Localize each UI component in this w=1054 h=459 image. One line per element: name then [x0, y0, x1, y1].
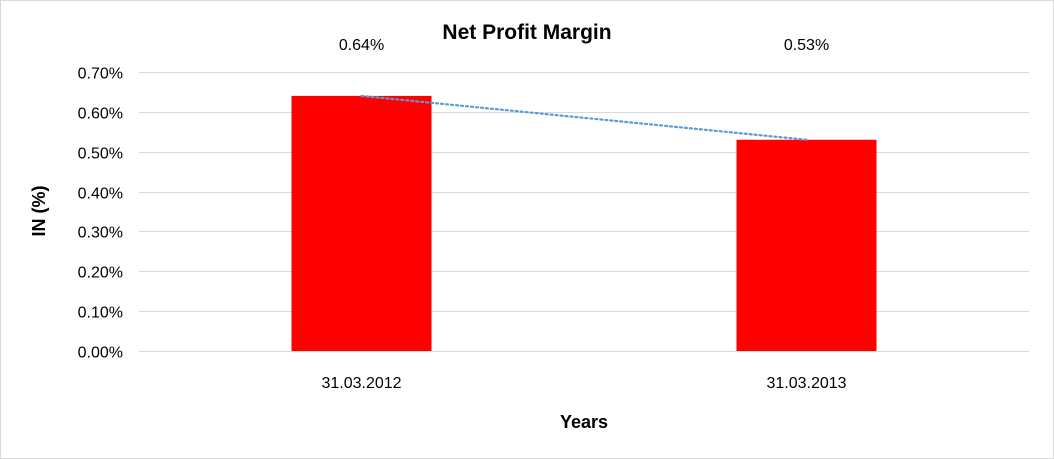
data-label: 0.53% — [784, 37, 829, 54]
y-tick-label: 0.50% — [78, 146, 123, 163]
bars — [291, 95, 877, 352]
y-tick-label: 0.00% — [78, 345, 123, 362]
trendline — [360, 94, 808, 141]
x-tick-label: 31.03.2012 — [321, 375, 401, 392]
y-axis-tick-labels: 0.00% 0.10% 0.20% 0.30% 0.40% 0.50% 0.60% 0.70% — [78, 66, 123, 362]
x-axis-tick-labels: 31.03.2012 31.03.2013 — [321, 375, 846, 392]
y-tick-label: 0.60% — [78, 106, 123, 123]
y-tick-label: 0.30% — [78, 225, 123, 242]
x-axis-title: Years — [560, 412, 608, 432]
data-labels: 0.64% 0.53% — [339, 37, 829, 54]
trendline-layer — [360, 94, 808, 141]
chart-title: Net Profit Margin — [442, 21, 611, 44]
y-tick-label: 0.20% — [78, 265, 123, 282]
y-tick-label: 0.10% — [78, 305, 123, 322]
bar-31.03.2012 — [291, 95, 432, 352]
y-axis-title: IN (%) — [29, 186, 49, 237]
data-label: 0.64% — [339, 37, 384, 54]
bar-31.03.2013 — [736, 139, 877, 351]
gridlines — [139, 72, 1029, 352]
x-tick-label: 31.03.2013 — [766, 375, 846, 392]
y-tick-label: 0.70% — [78, 66, 123, 83]
y-tick-label: 0.40% — [78, 186, 123, 203]
